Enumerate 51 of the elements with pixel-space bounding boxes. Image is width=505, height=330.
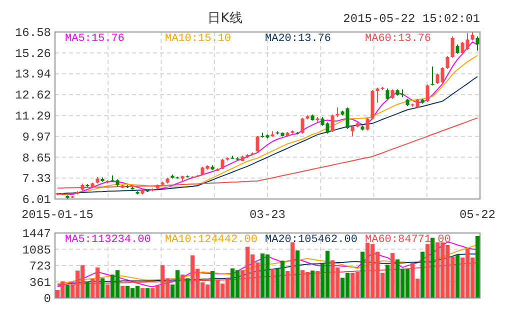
legend: MA5:15.76 MA10:15.10 MA20:13.76 MA60:13.76 bbox=[65, 33, 432, 45]
candlestick bbox=[330, 114, 334, 133]
bar bbox=[420, 252, 424, 298]
y-tick-label: 11.29 bbox=[14, 110, 51, 124]
y-tick-label: 1085 bbox=[22, 243, 51, 258]
x-tick-label: 03-23 bbox=[249, 208, 286, 222]
x-tick-label: 05-22 bbox=[459, 208, 496, 222]
candlestick bbox=[336, 107, 340, 118]
bar bbox=[296, 250, 300, 298]
candlestick bbox=[476, 36, 480, 52]
y-tick-label: 723 bbox=[29, 260, 51, 274]
candlestick bbox=[390, 88, 394, 100]
candlestick bbox=[430, 66, 434, 86]
y-tick-label: 0 bbox=[44, 292, 51, 306]
x-tick-label: 2015-01-15 bbox=[21, 208, 94, 222]
candlestick bbox=[456, 44, 460, 54]
candlestick bbox=[350, 126, 354, 137]
line-series bbox=[57, 76, 478, 194]
bar bbox=[86, 282, 90, 298]
candlestick bbox=[300, 117, 304, 134]
candlestick bbox=[366, 117, 370, 131]
bar bbox=[120, 286, 124, 298]
candlestick bbox=[386, 88, 390, 100]
y-tick-label: 6.01 bbox=[22, 193, 51, 207]
y-tick-label: 15.26 bbox=[14, 46, 51, 61]
bar bbox=[66, 284, 70, 298]
bar bbox=[476, 236, 480, 298]
y-tick-label: 16.58 bbox=[14, 26, 51, 40]
y-tick-label: 8.65 bbox=[22, 151, 51, 166]
candlestick bbox=[256, 135, 260, 152]
y-tick-label: 13.94 bbox=[14, 68, 51, 82]
y-tick-label: 361 bbox=[29, 276, 51, 290]
bar bbox=[140, 288, 144, 298]
candlestick bbox=[446, 56, 450, 70]
y-tick-label: 12.62 bbox=[14, 88, 51, 103]
bar bbox=[100, 278, 104, 298]
y-tick-label: 7.33 bbox=[22, 172, 51, 186]
y-tick-label: 9.97 bbox=[22, 130, 51, 144]
bar bbox=[456, 254, 460, 298]
bar bbox=[210, 271, 214, 298]
candlestick bbox=[426, 84, 430, 102]
bar bbox=[360, 252, 364, 298]
candlestick bbox=[450, 36, 454, 58]
bar bbox=[310, 270, 314, 298]
line-series bbox=[57, 117, 478, 189]
bar bbox=[186, 278, 190, 298]
chart-title: 日K线 bbox=[208, 11, 242, 26]
bar bbox=[386, 264, 390, 298]
bar bbox=[146, 288, 150, 298]
text: 2015-05-22 15:02:01 bbox=[343, 12, 480, 26]
y-tick-label: 1447 bbox=[22, 227, 51, 241]
